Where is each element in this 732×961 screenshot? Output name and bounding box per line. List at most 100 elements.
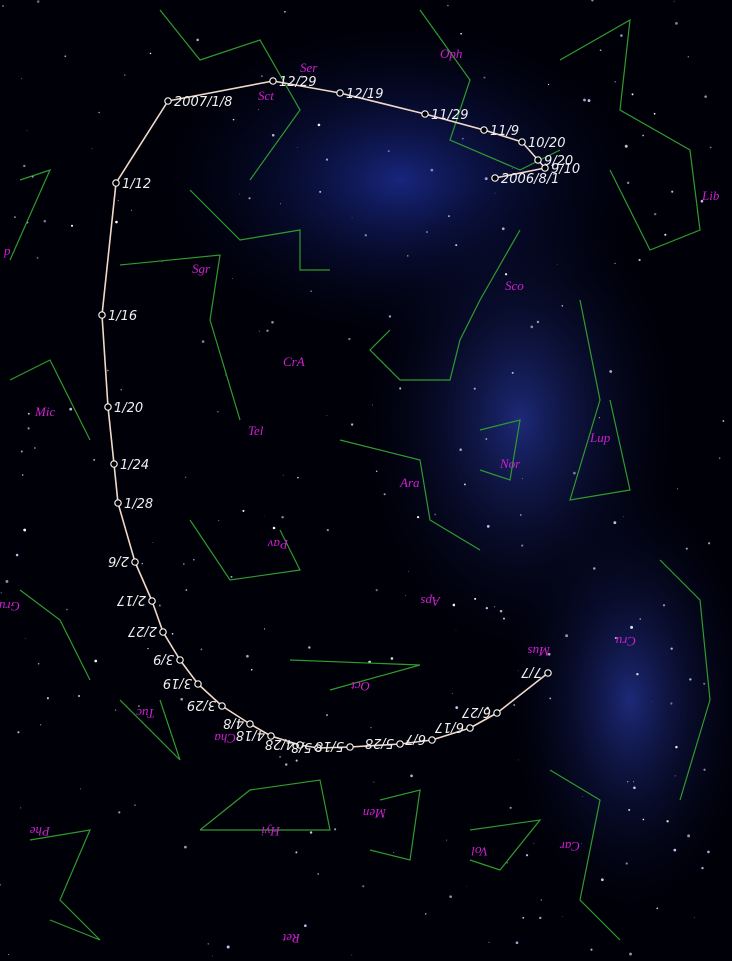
star: [426, 231, 428, 233]
star: [71, 225, 73, 227]
star: [633, 781, 634, 782]
star: [557, 264, 558, 265]
star: [666, 820, 668, 822]
star: [449, 895, 452, 898]
star: [510, 807, 512, 809]
star: [460, 33, 462, 35]
star: [376, 589, 378, 591]
constellation-label: Hyi: [261, 824, 281, 839]
star: [675, 22, 678, 25]
star: [502, 227, 505, 230]
star: [94, 660, 97, 663]
star: [159, 605, 161, 607]
date-label: 1/28: [124, 497, 153, 512]
star: [37, 0, 40, 3]
star: [588, 99, 591, 102]
date-label: 1/20: [114, 401, 143, 416]
star: [707, 851, 710, 854]
star: [448, 215, 450, 217]
star: [488, 942, 489, 943]
star: [327, 415, 328, 416]
star: [686, 548, 688, 550]
star: [590, 949, 592, 951]
star: [507, 862, 508, 863]
star: [365, 234, 367, 236]
star: [410, 775, 413, 778]
star: [334, 828, 336, 830]
star: [134, 805, 135, 806]
star: [677, 488, 678, 489]
star: [459, 448, 462, 451]
path-point: [270, 78, 276, 84]
star: [118, 811, 120, 813]
path-point: [160, 629, 166, 635]
star: [40, 724, 41, 725]
star: [264, 628, 265, 629]
star: [121, 389, 122, 390]
star: [28, 427, 30, 429]
star: [393, 852, 394, 853]
star: [118, 200, 119, 201]
star: [25, 638, 26, 639]
star: [628, 809, 630, 811]
star: [456, 630, 457, 631]
star: [272, 134, 275, 137]
star: [184, 846, 187, 849]
constellation-label: Phe: [30, 824, 51, 839]
star: [599, 417, 600, 418]
star: [719, 457, 720, 458]
star: [304, 924, 307, 927]
date-label: 3/9: [153, 651, 174, 666]
star: [93, 459, 95, 461]
star: [500, 610, 503, 613]
star: [670, 702, 672, 704]
date-label: 1/12: [122, 177, 151, 192]
star: [185, 589, 187, 591]
path-point: [337, 90, 343, 96]
constellation-label: Ara: [399, 475, 420, 490]
star: [388, 150, 390, 152]
path-point: [195, 681, 201, 687]
star: [131, 210, 132, 211]
constellation-label: CrA: [283, 354, 305, 369]
star: [485, 177, 488, 180]
star: [233, 119, 235, 121]
star: [562, 305, 564, 307]
star: [533, 843, 534, 844]
star: [625, 145, 628, 148]
star: [485, 438, 487, 440]
star: [208, 943, 209, 944]
star: [259, 331, 260, 332]
star: [231, 576, 233, 578]
star: [407, 255, 408, 256]
star: [455, 244, 457, 246]
star: [362, 885, 364, 887]
star: [609, 370, 612, 373]
star: [505, 273, 507, 275]
star: [64, 55, 66, 57]
star: [541, 899, 542, 900]
path-point: [111, 461, 117, 467]
star: [193, 559, 195, 561]
star: [124, 74, 125, 75]
star: [28, 413, 30, 415]
date-label: 5/8: [291, 739, 312, 754]
star: [150, 53, 152, 55]
date-label: 12/19: [346, 87, 383, 102]
star: [549, 697, 551, 699]
star: [264, 516, 265, 517]
star: [642, 135, 644, 137]
star: [434, 514, 436, 516]
constellation-label: Men: [363, 806, 387, 821]
date-label: 5/18: [315, 738, 344, 753]
star: [66, 609, 68, 611]
star: [20, 807, 21, 808]
star: [701, 867, 703, 869]
star: [673, 849, 676, 852]
star: [384, 493, 386, 495]
star-map: OphSerSctLibSgrScoCrAMicTelLupNorAraPavA…: [0, 0, 732, 961]
path-point: [132, 559, 138, 565]
star: [44, 220, 47, 223]
constellation-label: Car: [559, 839, 580, 854]
path-point: [113, 180, 119, 186]
